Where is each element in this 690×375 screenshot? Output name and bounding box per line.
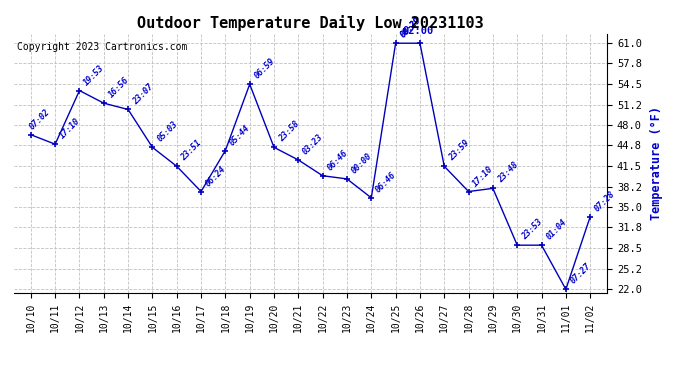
Text: 07:28: 07:28 <box>593 189 617 213</box>
Text: 23:48: 23:48 <box>495 161 520 185</box>
Text: 05:03: 05:03 <box>155 120 179 144</box>
Text: 16:56: 16:56 <box>106 76 130 100</box>
Text: 00:00: 00:00 <box>350 151 374 176</box>
Text: 08:29: 08:29 <box>398 16 422 40</box>
Text: 06:59: 06:59 <box>253 57 277 81</box>
Y-axis label: Temperature (°F): Temperature (°F) <box>650 106 663 220</box>
Text: 03:23: 03:23 <box>301 132 325 156</box>
Text: Copyright 2023 Cartronics.com: Copyright 2023 Cartronics.com <box>17 42 187 51</box>
Text: 17:10: 17:10 <box>471 164 495 188</box>
Text: 06:46: 06:46 <box>326 148 349 172</box>
Text: 05:44: 05:44 <box>228 123 253 147</box>
Text: 06:46: 06:46 <box>374 170 398 194</box>
Text: 08:29: 08:29 <box>398 16 422 40</box>
Text: 23:07: 23:07 <box>131 82 155 106</box>
Title: Outdoor Temperature Daily Low 20231103: Outdoor Temperature Daily Low 20231103 <box>137 15 484 31</box>
Text: 01:04: 01:04 <box>544 217 569 242</box>
Text: 19:53: 19:53 <box>82 63 106 87</box>
Text: 23:58: 23:58 <box>277 120 301 144</box>
Text: 07:02: 07:02 <box>28 107 52 131</box>
Text: 06:24: 06:24 <box>204 164 228 188</box>
Text: 23:53: 23:53 <box>520 217 544 242</box>
Text: 17:10: 17:10 <box>58 117 82 141</box>
Text: 23:59: 23:59 <box>447 139 471 163</box>
Text: 23:51: 23:51 <box>179 139 204 163</box>
Text: 02:00: 02:00 <box>402 26 433 36</box>
Text: 07:27: 07:27 <box>569 262 593 286</box>
